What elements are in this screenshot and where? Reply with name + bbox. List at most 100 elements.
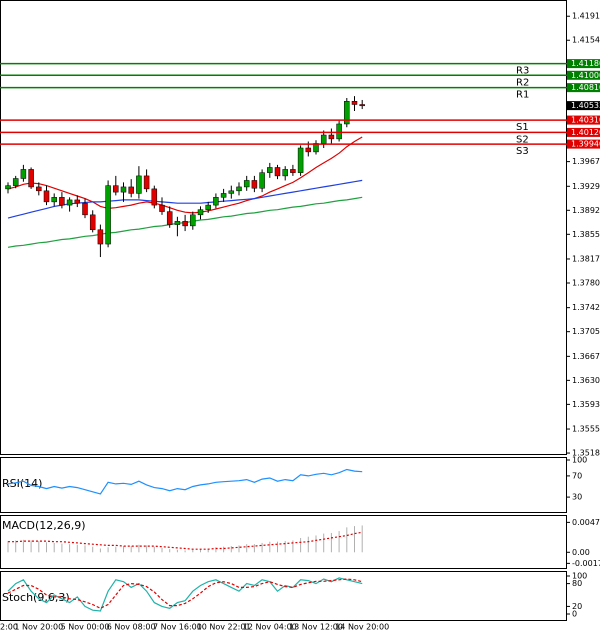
macd-bar [315, 535, 317, 553]
level-box [567, 127, 600, 137]
macd-bar [253, 544, 255, 553]
x-tick-label: 7 Nov 16:00 [153, 623, 202, 632]
candle-body [105, 185, 111, 245]
y-tick-label: 1.38550 [572, 230, 600, 239]
panel-title: MACD(12,26,9) [2, 519, 86, 532]
candle-body [66, 199, 73, 206]
candle-body [74, 199, 81, 204]
y-tick-label: 1.36670 [572, 352, 600, 361]
candle-body [143, 175, 150, 190]
candle-body [136, 175, 142, 194]
candle-body [182, 221, 188, 227]
candle-body [351, 101, 358, 105]
y-tick-label: 1.35180 [572, 449, 600, 458]
level-name: S3 [516, 146, 529, 157]
macd-bar [292, 540, 294, 553]
y-tick-label: 80 [572, 579, 582, 588]
last-price-label: 1.40533 [571, 101, 600, 110]
y-tick-label: 70 [572, 471, 582, 480]
candle-body [82, 202, 88, 216]
macd-panel [0, 515, 567, 569]
candle-body [228, 190, 235, 194]
panel-title: Stoch(9,6,3) [2, 591, 70, 604]
y-tick-label: 1.39670 [572, 157, 600, 166]
candle-body [243, 180, 250, 188]
level-box [567, 139, 600, 149]
y-tick-label: 20 [572, 602, 582, 611]
y-tick-label: 100 [572, 456, 587, 465]
macd-bar [138, 544, 140, 553]
macd-bar [323, 533, 325, 553]
stoch-signal [7, 578, 363, 609]
y-tick-label: 1.41910 [572, 12, 600, 21]
level-box [567, 70, 600, 80]
x-tick-label: 2:00 [0, 623, 18, 632]
candle-body [51, 197, 57, 203]
candle-body [190, 214, 196, 227]
candle-body [251, 180, 258, 189]
candle-body [28, 169, 34, 188]
macd-bar [238, 545, 240, 553]
macd-bar [30, 540, 32, 553]
panel-title: RSI(14) [2, 477, 42, 490]
macd-signal [8, 531, 363, 550]
candle-body [213, 197, 219, 206]
macd-bar [176, 549, 178, 553]
macd-bar [354, 526, 355, 553]
last-price-box [567, 101, 600, 111]
macd-bar [38, 541, 40, 553]
y-tick-label: -0.001778 [572, 559, 600, 568]
macd-bar [200, 549, 201, 553]
candle-body [259, 172, 265, 189]
candle-body [297, 147, 304, 173]
level-label: 1.40120 [571, 128, 600, 137]
y-tick-label: 1.35930 [572, 400, 600, 409]
x-tick-label: 14 Nov 20:00 [335, 623, 389, 632]
level-label: 1.40310 [571, 116, 600, 125]
level-box [567, 83, 600, 93]
macd-bar [61, 543, 63, 553]
macd-bar [215, 547, 217, 553]
x-tick-label: 1 Nov 20:00 [14, 623, 63, 632]
macd-bar [7, 541, 9, 553]
macd-bar [223, 546, 225, 553]
candle-body [290, 169, 296, 173]
macd-bar [69, 544, 71, 553]
y-tick-label: 0.004799 [572, 518, 600, 527]
macd-bar [330, 532, 332, 553]
macd-bar [76, 544, 78, 553]
y-tick-label: 1.37050 [572, 327, 600, 336]
y-tick-label: 0.00 [572, 548, 590, 557]
candle-body [320, 134, 327, 144]
candle-body [274, 167, 281, 177]
y-tick-label: 1.36300 [572, 376, 600, 385]
level-name: R3 [516, 66, 529, 77]
y-tick-label: 100 [572, 572, 587, 581]
x-tick-label: 13 Nov 12:00 [289, 623, 343, 632]
level-name: S1 [516, 122, 529, 133]
macd-bar [300, 537, 302, 553]
level-box [567, 115, 600, 125]
macd-bar [153, 546, 155, 553]
moving-average [7, 136, 363, 214]
y-tick-label: 30 [572, 493, 582, 502]
candle-body [282, 169, 288, 177]
candle-body [151, 188, 158, 206]
macd-bar [184, 550, 186, 553]
macd-bar [130, 546, 132, 553]
level-name: S2 [516, 134, 529, 145]
macd-bar [15, 540, 17, 553]
macd-bar [146, 545, 148, 553]
rsi-line [7, 468, 363, 495]
macd-bar [53, 542, 55, 553]
candle-body [128, 186, 134, 194]
y-tick-label: 1.35550 [572, 425, 600, 434]
macd-bar [46, 542, 47, 553]
level-label: 1.41000 [571, 71, 600, 80]
candle-body [236, 186, 242, 192]
candle-body [97, 229, 104, 245]
x-tick-label: 12 Nov 04:00 [243, 623, 297, 632]
candle-body [305, 147, 312, 153]
candle-body [166, 211, 173, 225]
